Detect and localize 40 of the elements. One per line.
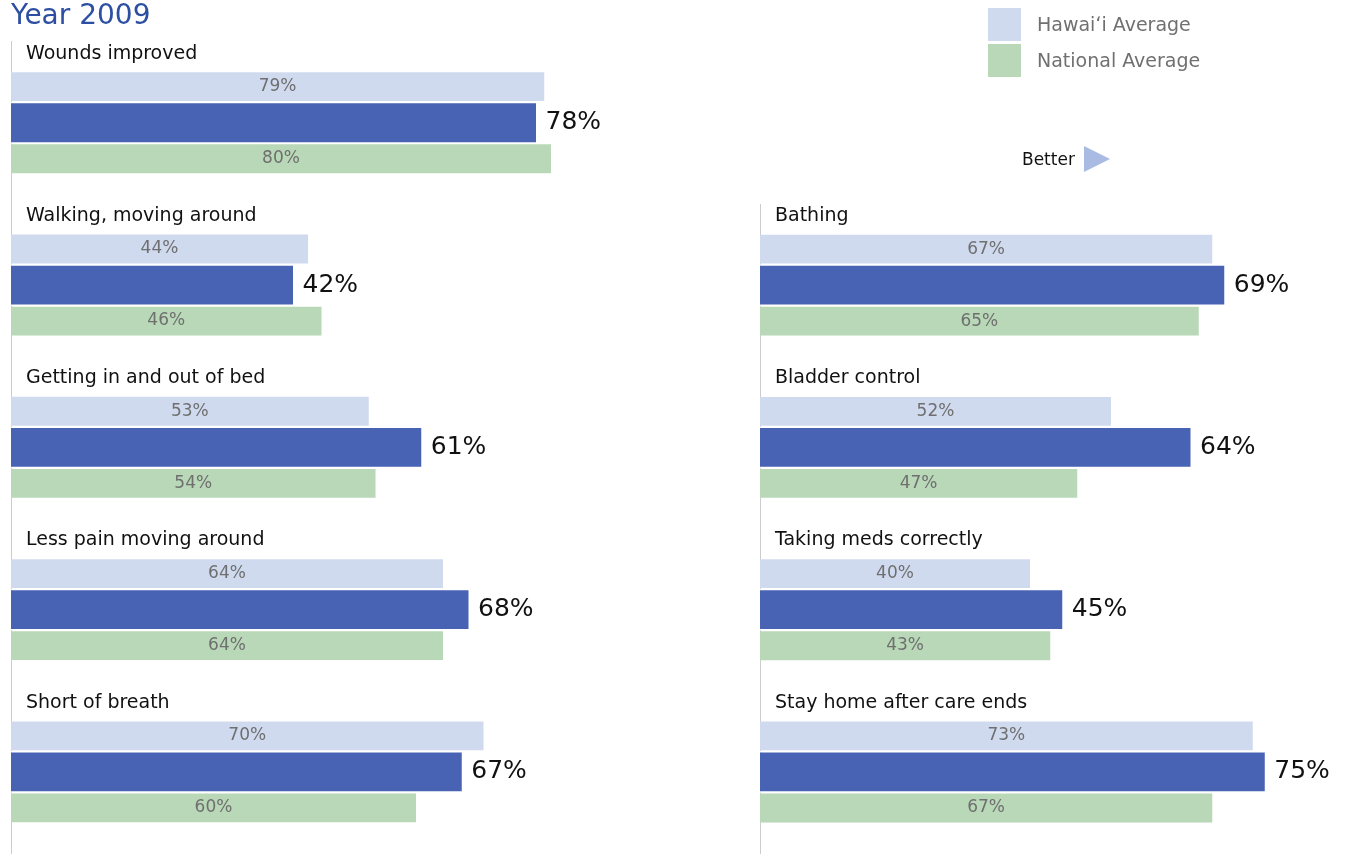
data-label: 53% <box>170 399 209 420</box>
data-label: 65% <box>960 309 999 330</box>
data-label: 61% <box>430 430 487 460</box>
y-tick-label: Getting in and out of bed <box>26 365 266 388</box>
data-label: 44% <box>140 237 179 258</box>
legend-label: Hawaiʻi Average <box>1037 13 1191 36</box>
data-label: 45% <box>1071 593 1128 623</box>
data-label: 73% <box>987 724 1026 745</box>
data-label: 70% <box>228 724 267 745</box>
data-label: 40% <box>876 561 914 582</box>
data-label: 47% <box>899 471 938 492</box>
data-label: 64% <box>208 634 246 655</box>
y-tick-label: Taking meds correctly <box>774 527 983 550</box>
data-label: 46% <box>147 309 186 330</box>
data-label: 42% <box>302 268 359 298</box>
data-label: 80% <box>262 147 300 168</box>
data-label: 67% <box>967 796 1006 817</box>
data-label: 78% <box>545 106 602 136</box>
y-tick-label: Bathing <box>775 202 849 225</box>
data-label: 64% <box>1200 430 1256 460</box>
data-label: 67% <box>471 755 527 785</box>
data-label: 75% <box>1274 755 1330 785</box>
y-tick-label: Less pain moving around <box>26 527 265 550</box>
data-label: 52% <box>916 399 955 420</box>
data-label: 54% <box>174 471 213 492</box>
y-tick-label: Bladder control <box>775 365 921 388</box>
text: Better <box>1022 148 1075 170</box>
data-label: 64% <box>208 561 246 582</box>
y-tick-label: Walking, moving around <box>26 202 257 225</box>
data-label: 68% <box>478 593 534 623</box>
data-label: 79% <box>258 75 297 96</box>
data-label: 67% <box>967 237 1006 258</box>
y-tick-label: Short of breath <box>26 689 170 712</box>
data-label: 43% <box>886 634 925 655</box>
data-label: 69% <box>1233 268 1290 298</box>
chart-title: Year 2009 <box>10 0 151 32</box>
y-tick-label: Stay home after care ends <box>775 689 1028 712</box>
data-label: 60% <box>194 796 233 817</box>
legend-label: National Average <box>1037 49 1201 72</box>
y-tick-label: Wounds improved <box>26 40 198 63</box>
